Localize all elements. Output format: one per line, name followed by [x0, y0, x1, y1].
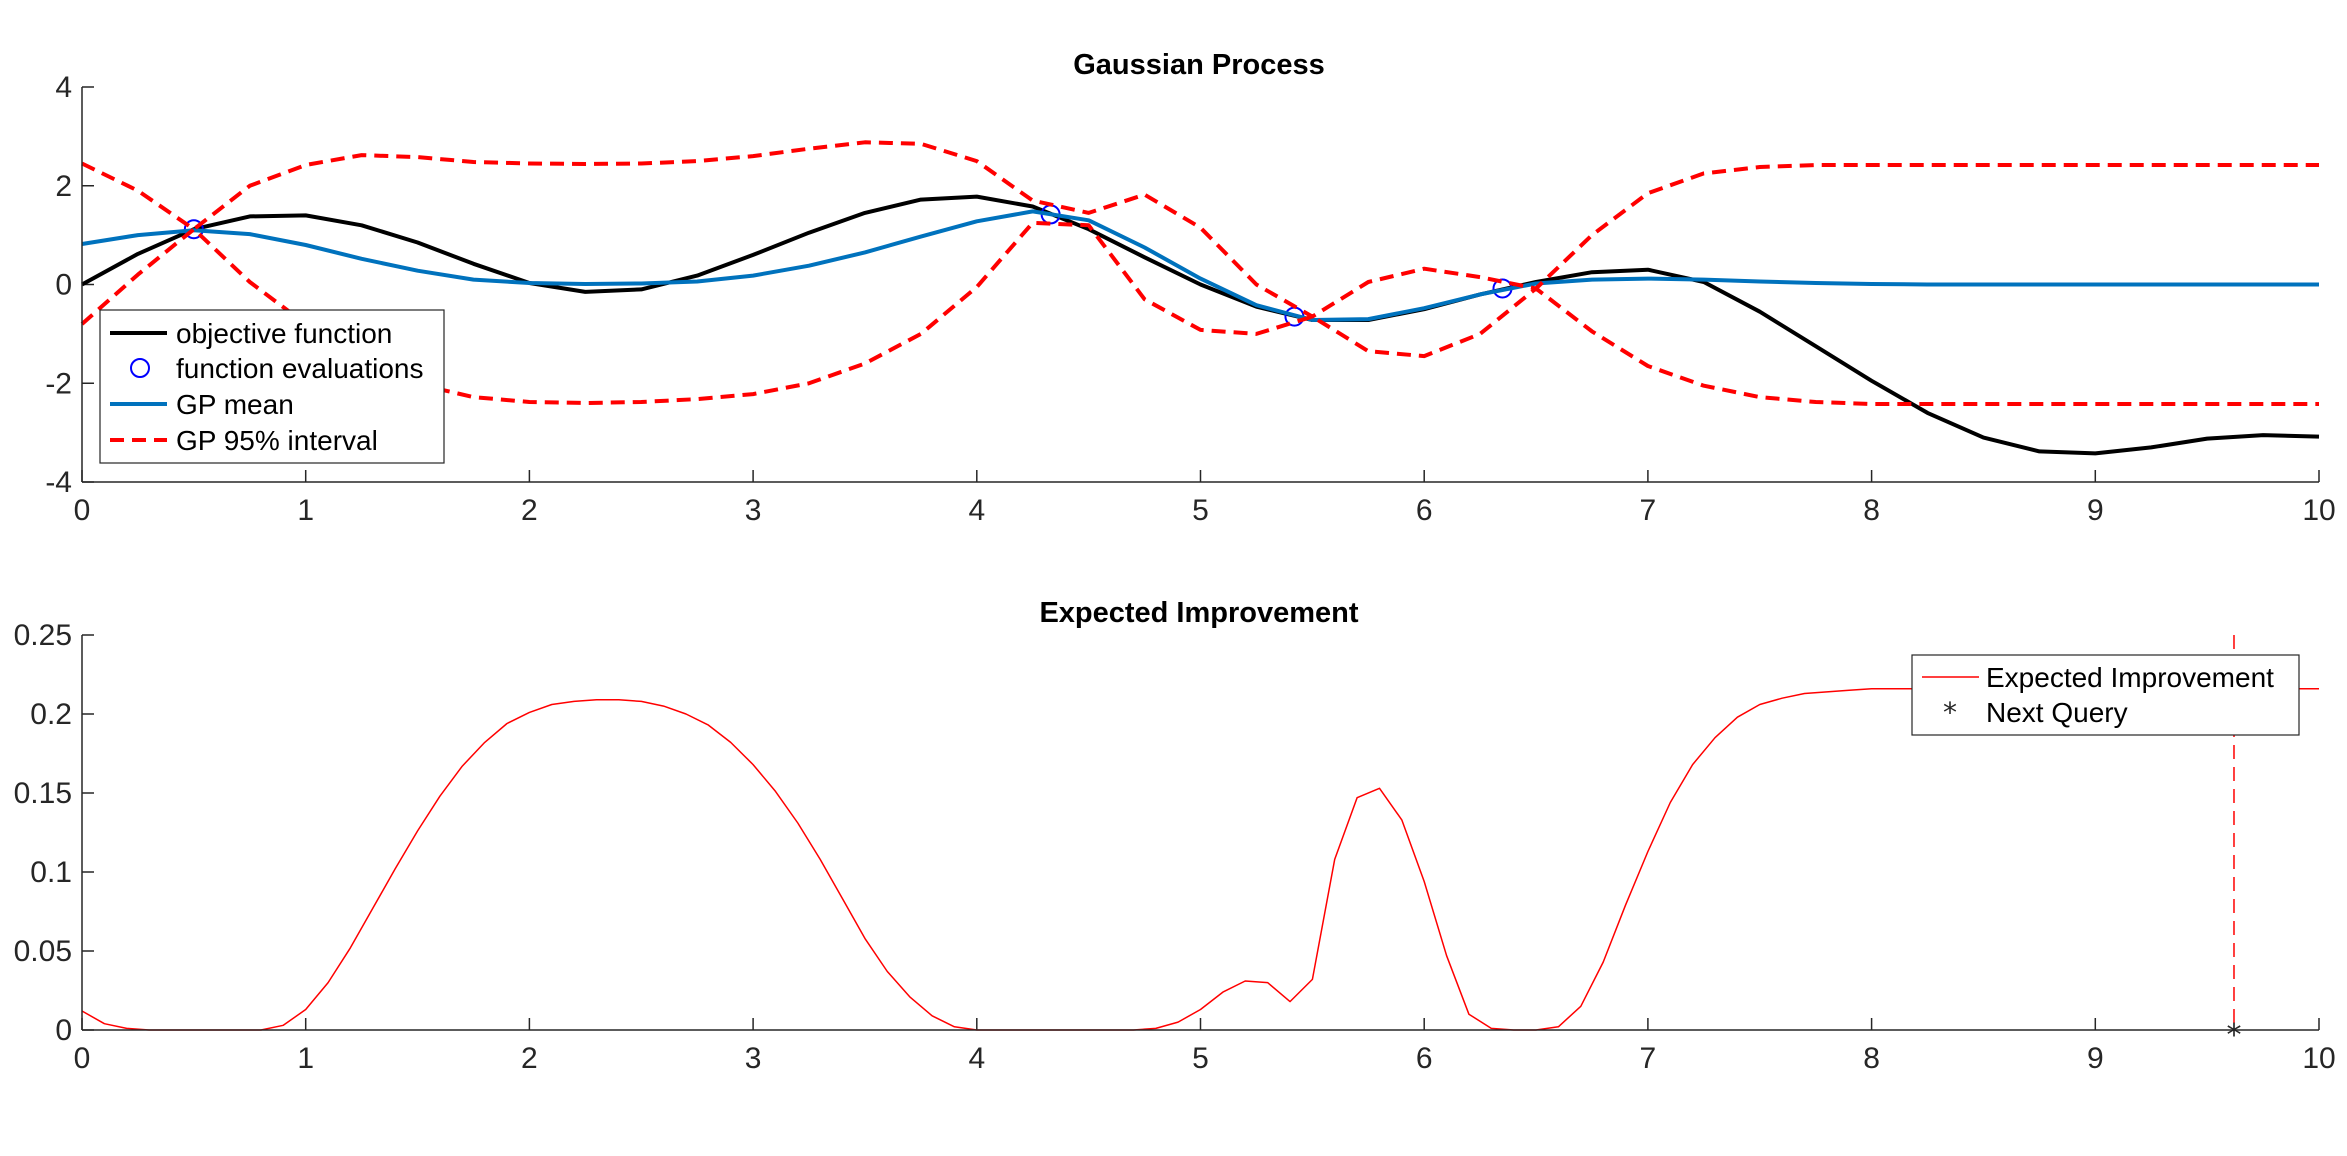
gaussian-process-chart: Gaussian Process 0 1 2 3 4 5 6 7 8 9 10 -4 -2 0 2 4 obj…	[45, 49, 2335, 527]
legend-box	[99, 309, 445, 464]
y-tick-label: 0.25	[14, 619, 72, 652]
legend: objective function function evaluations …	[99, 309, 445, 464]
x-tick-label: 8	[1863, 1042, 1880, 1075]
legend-label-gp-interval: GP 95% interval	[176, 425, 378, 456]
x-tick-label: 5	[1192, 1042, 1209, 1075]
y-tick-label: 0.15	[14, 777, 72, 810]
legend-label-evaluations: function evaluations	[176, 353, 424, 384]
legend: Expected Improvement * Next Query	[1911, 654, 2300, 736]
legend-swatch-evaluations	[130, 358, 150, 378]
x-tick-label: 10	[2302, 494, 2335, 527]
expected-improvement-chart: Expected Improvement 0 1 2 3 4 5 6 7 8 9 10 0 0.05 0.…	[14, 597, 2336, 1075]
y-tick-label: 4	[55, 71, 72, 104]
x-tick-label: 7	[1640, 494, 1657, 527]
x-tick-label: 9	[2087, 1042, 2104, 1075]
y-tick-label: 0	[55, 1014, 72, 1047]
legend-label-objective: objective function	[176, 318, 392, 349]
x-tick-label: 2	[521, 494, 538, 527]
x-tick-label: 5	[1192, 494, 1209, 527]
x-tick-label: 8	[1863, 494, 1880, 527]
x-tick-label: 0	[74, 1042, 91, 1075]
gp-mean-line	[81, 209, 2319, 322]
tick-labels: 0 1 2 3 4 5 6 7 8 9 10 0 0.05 0.1 0.15 0.2 0.25	[14, 619, 2336, 1075]
y-tick-label: 0.05	[14, 935, 72, 968]
legend-box	[1911, 654, 2300, 736]
plot-area	[80, 140, 2320, 456]
x-tick-label: 7	[1640, 1042, 1657, 1075]
chart-title: Gaussian Process	[1073, 49, 1324, 81]
x-tick-label: 9	[2087, 494, 2104, 527]
gp-interval-line	[80, 220, 2319, 406]
x-tick-label: 1	[297, 494, 314, 527]
objective-function-line	[81, 194, 2320, 456]
y-tick-label: 2	[55, 170, 72, 203]
y-tick-label: 0.2	[30, 698, 72, 731]
x-tick-label: 2	[521, 1042, 538, 1075]
x-tick-label: 6	[1416, 1042, 1433, 1075]
legend-label-gp-mean: GP mean	[176, 389, 294, 420]
tick-labels: 0 1 2 3 4 5 6 7 8 9 10 -4 -2 0 2 4	[45, 71, 2335, 527]
x-tick-label: 1	[297, 1042, 314, 1075]
x-tick-label: 3	[745, 494, 762, 527]
x-tick-label: 3	[745, 1042, 762, 1075]
legend-swatch-next-query: *	[1943, 696, 1957, 729]
x-tick-label: 6	[1416, 494, 1433, 527]
legend-label-expected-improvement: Expected Improvement	[1986, 662, 2274, 693]
chart-title: Expected Improvement	[1039, 597, 1358, 629]
y-tick-label: -2	[45, 367, 72, 400]
legend-label-next-query: Next Query	[1986, 697, 2128, 728]
x-tick-label: 0	[74, 494, 91, 527]
x-tick-label: 4	[968, 494, 985, 527]
x-tick-label: 4	[968, 1042, 985, 1075]
y-tick-label: 0	[55, 269, 72, 302]
x-tick-label: 10	[2302, 1042, 2335, 1075]
next-query-marker: *	[2226, 1018, 2241, 1053]
y-tick-label: 0.1	[30, 856, 72, 889]
y-tick-label: -4	[45, 466, 72, 499]
